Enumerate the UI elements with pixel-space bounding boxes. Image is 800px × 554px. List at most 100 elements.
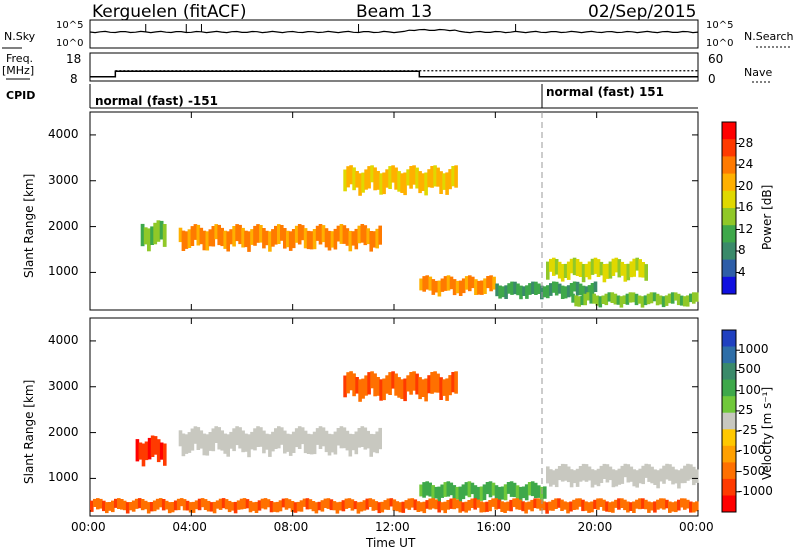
heatmap-cell: [659, 498, 663, 509]
heatmap-cell: [574, 295, 578, 307]
heatmap-cell: [205, 231, 210, 251]
heatmap-cell: [566, 261, 571, 280]
colorbar-frame: [721, 329, 737, 513]
heatmap-cell: [392, 499, 397, 511]
heatmap-cell: [230, 502, 235, 511]
heatmap-cell: [158, 498, 163, 508]
heatmap-cell: [554, 259, 559, 275]
heatmap-cell: [259, 225, 263, 243]
heatmap-cell: [635, 257, 639, 271]
heatmap-cell: [446, 500, 450, 510]
heatmap-cell: [531, 281, 535, 294]
heatmap-cell: [275, 501, 280, 513]
heatmap-cell: [208, 432, 213, 451]
heatmap-cell: [226, 231, 230, 252]
heatmap-cell: [516, 283, 520, 296]
heatmap-cell: [692, 292, 696, 304]
heatmap-cell: [566, 502, 570, 514]
heatmap-cell: [477, 280, 481, 295]
heatmap-cell: [560, 285, 565, 299]
heatmap-cell: [683, 465, 687, 484]
heatmap-cell: [515, 485, 520, 500]
heatmap-cell: [368, 498, 373, 507]
heatmap-cell: [509, 499, 513, 512]
colorbar-swatch: [722, 156, 736, 175]
heatmap-cell: [644, 463, 648, 478]
heatmap-cell: [518, 499, 522, 510]
heatmap-cell: [235, 224, 239, 242]
heatmap-cell: [241, 430, 245, 453]
heatmap-cell: [181, 230, 186, 251]
heatmap-cell: [369, 433, 373, 457]
heatmap-cell: [205, 434, 210, 456]
heatmap-cell: [357, 225, 362, 244]
cpid-label: CPID: [6, 89, 36, 102]
heatmap-cell: [366, 430, 370, 449]
heatmap-cell: [291, 229, 296, 249]
heatmap-cell: [646, 293, 651, 305]
heatmap-cell: [443, 501, 447, 514]
heatmap-cell: [373, 373, 377, 397]
heatmap-cell: [634, 293, 639, 306]
heatmap-cell: [631, 292, 636, 303]
heatmap-cell: [238, 427, 242, 449]
heatmap-cell: [473, 498, 477, 510]
heatmap-cell: [637, 295, 642, 304]
heatmap-cell: [372, 231, 376, 248]
heatmap-cell: [250, 229, 254, 245]
heatmap-cell: [506, 501, 510, 511]
heatmap-cell: [635, 470, 639, 488]
heatmap-cell: [360, 224, 365, 243]
heatmap-cell: [677, 499, 681, 511]
heatmap-cell: [394, 373, 398, 396]
heatmap-cell: [551, 499, 555, 511]
heatmap-cell: [522, 286, 526, 296]
heatmap-cell: [308, 499, 313, 510]
heatmap-cell: [286, 433, 290, 452]
heatmap-cell: [569, 283, 574, 297]
heatmap-cell: [643, 295, 648, 306]
nsky-label: N.Sky: [4, 30, 36, 43]
xaxis-label: Time UT: [366, 536, 416, 550]
heatmap-cell: [451, 372, 455, 393]
heatmap-cell: [241, 227, 245, 248]
heatmap-cell: [152, 500, 157, 512]
heatmap-cell: [501, 286, 505, 298]
heatmap-cell: [388, 372, 392, 395]
heatmap-cell: [170, 502, 175, 513]
heatmap-cell: [190, 428, 195, 451]
heatmap-cell: [467, 500, 471, 511]
heatmap-cell: [611, 258, 616, 276]
velocity-regions: [90, 371, 699, 514]
heatmap-cell: [401, 501, 406, 513]
heatmap-cell: [611, 501, 615, 513]
heatmap-cell: [232, 226, 236, 247]
heatmap-cell: [153, 222, 158, 245]
heatmap-cell: [569, 258, 574, 274]
heatmap-cell: [345, 430, 350, 451]
heatmap-cell: [566, 285, 571, 298]
nsky-tick-top: 10^5: [56, 20, 84, 31]
heatmap-cell: [300, 225, 305, 241]
heatmap-cell: [406, 169, 410, 186]
heatmap-cell: [449, 482, 454, 496]
heatmap-cell: [335, 502, 340, 514]
heatmap-cell: [173, 500, 178, 511]
heatmap-cell: [510, 281, 514, 295]
heatmap-cell: [527, 501, 531, 510]
heatmap-cell: [348, 230, 353, 252]
colorbar-swatch: [722, 242, 736, 261]
heatmap-cell: [364, 169, 368, 190]
heatmap-cell: [449, 276, 454, 290]
heatmap-cell: [269, 501, 274, 513]
nsearch-tick-top: 10^5: [706, 20, 734, 31]
heatmap-cell: [659, 468, 663, 482]
heatmap-cell: [546, 285, 550, 299]
heatmap-cell: [367, 372, 371, 395]
heatmap-cell: [406, 375, 410, 392]
heatmap-cell: [220, 227, 224, 247]
heatmap-cell: [303, 430, 308, 454]
heatmap-cell: [375, 228, 379, 249]
heatmap-cell: [614, 470, 619, 487]
heatmap-cell: [503, 502, 507, 513]
